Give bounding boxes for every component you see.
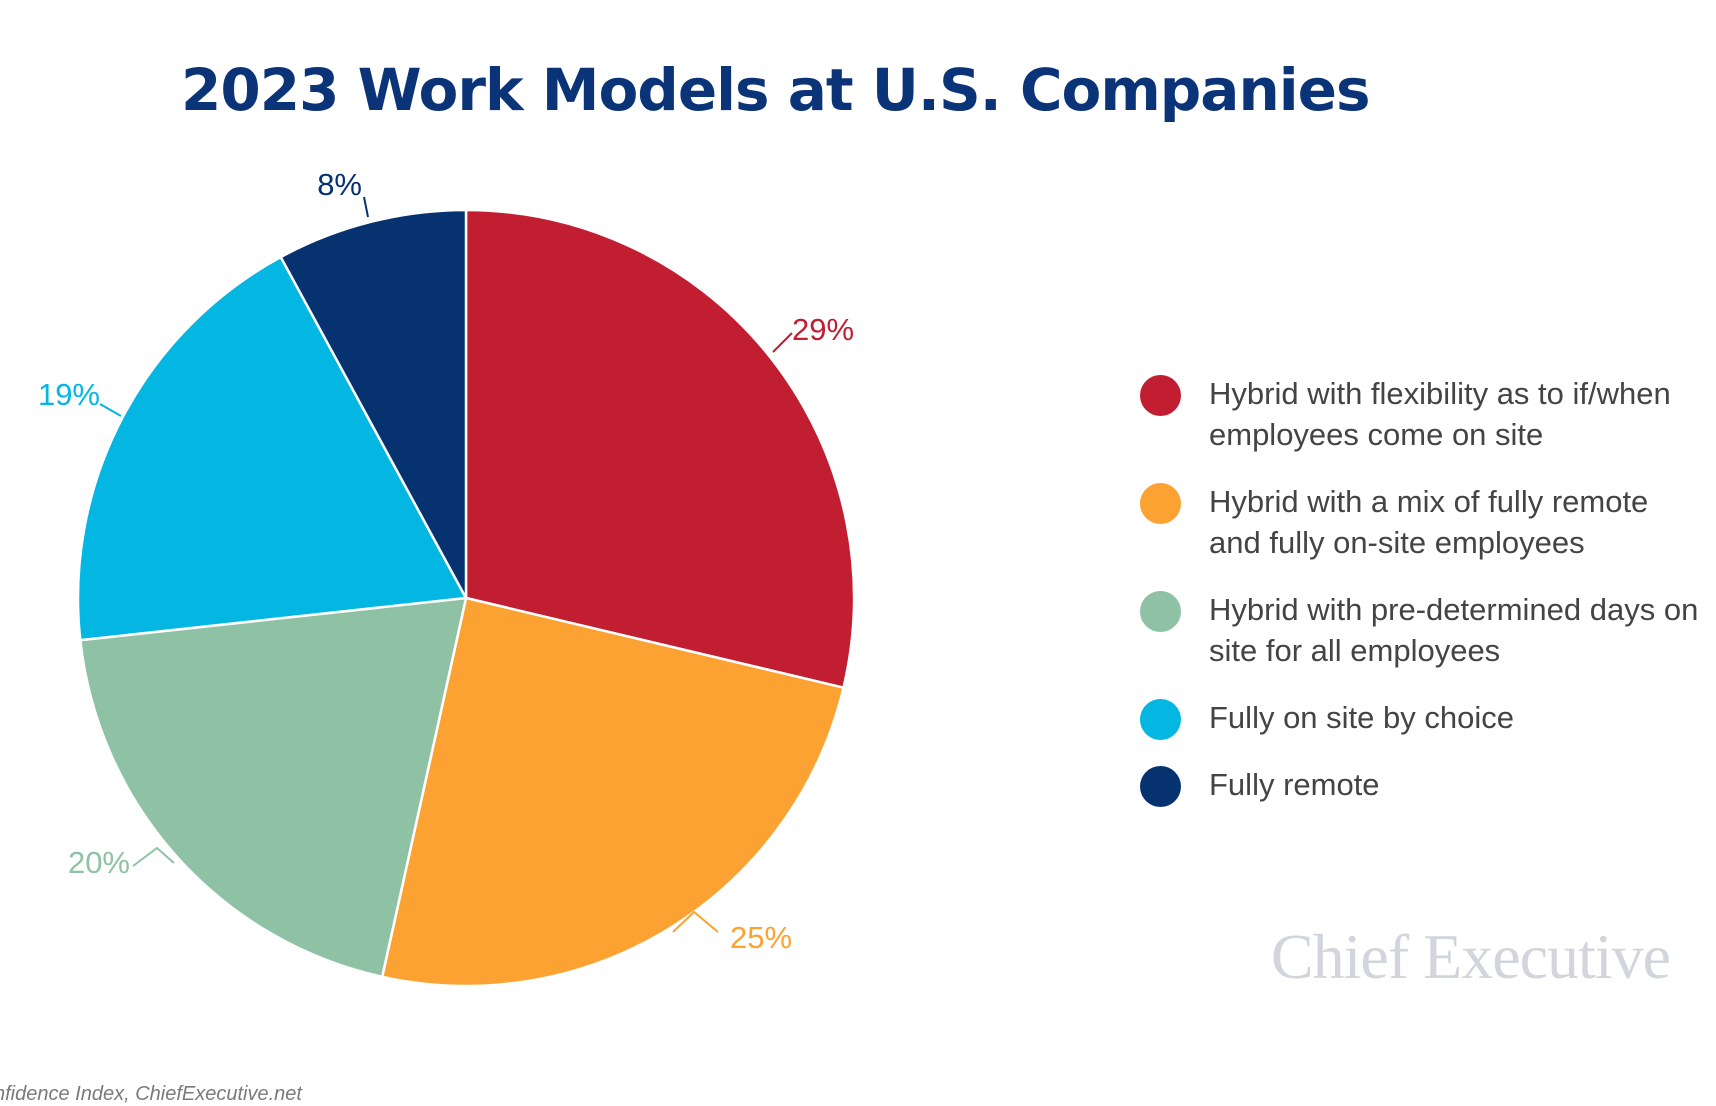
slice-leader-line-1: [772, 332, 793, 353]
slice-value-label-2: 25%: [730, 920, 792, 955]
legend-label-5: Fully remote: [1209, 767, 1380, 802]
legend-item-1: Hybrid with flexibility as to if/when em…: [1140, 373, 1700, 455]
legend-item-5: Fully remote: [1140, 764, 1700, 807]
slice-value-label-4: 19%: [38, 377, 100, 412]
pie-slice-4: [76, 255, 468, 642]
slice-value-label-3: 20%: [68, 845, 130, 880]
pie-slice-2: [380, 596, 845, 988]
slice-leader-line-3: [132, 846, 175, 867]
legend-swatch-1: [1140, 375, 1181, 416]
legend-swatch-4: [1140, 699, 1181, 740]
slice-value-label-1: 29%: [792, 312, 854, 347]
pie-slice-1: [464, 208, 856, 689]
source-note: nfidence Index, ChiefExecutive.net: [0, 1083, 302, 1105]
slice-leader-line-2: [672, 910, 719, 933]
chart-title: 2023 Work Models at U.S. Companies: [181, 56, 1370, 124]
legend-item-3: Hybrid with pre-determined days on site …: [1140, 589, 1700, 671]
slice-value-label-5: 8%: [317, 167, 362, 202]
slice-leader-line-5: [363, 196, 369, 218]
legend-label-2: Hybrid with a mix of fully remote and fu…: [1209, 484, 1649, 560]
legend-label-3: Hybrid with pre-determined days on site …: [1209, 592, 1699, 668]
legend-swatch-2: [1140, 483, 1181, 524]
pie-slice-3: [79, 596, 468, 979]
legend-swatch-3: [1140, 591, 1181, 632]
pie-slice-5: [279, 208, 468, 600]
brand-logo-text: Chief Executive: [1270, 921, 1671, 992]
legend-swatch-5: [1140, 766, 1181, 807]
legend-label-1: Hybrid with flexibility as to if/when em…: [1209, 376, 1671, 452]
legend: Hybrid with flexibility as to if/when em…: [1140, 373, 1700, 831]
legend-item-4: Fully on site by choice: [1140, 697, 1700, 740]
legend-item-2: Hybrid with a mix of fully remote and fu…: [1140, 481, 1700, 563]
legend-label-4: Fully on site by choice: [1209, 700, 1514, 735]
slice-leader-line-4: [99, 403, 122, 417]
